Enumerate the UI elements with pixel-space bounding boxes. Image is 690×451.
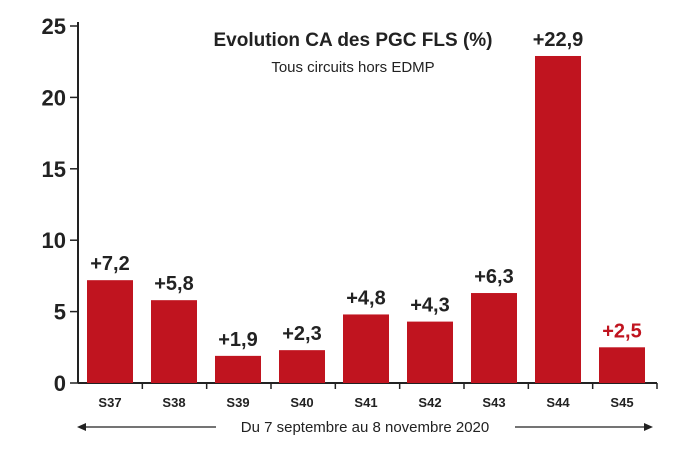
x-tick-label: S37 (98, 395, 121, 410)
bar-s39 (215, 355, 261, 383)
data-label-s38: +5,8 (154, 273, 193, 295)
chart-title: Evolution CA des PGC FLS (%) (213, 30, 492, 51)
bar-s42 (407, 321, 453, 383)
period-label: Du 7 septembre au 8 novembre 2020 (241, 419, 490, 436)
bar-s45 (599, 347, 645, 383)
y-tick-label: 0 (54, 371, 66, 396)
data-label-s45: +2,5 (602, 320, 641, 342)
bar-s41 (343, 314, 389, 383)
x-ticks: S37 S38 S39 S40 S41 S42 S43 S44 S45 (98, 383, 658, 410)
arrow-left-icon (77, 423, 86, 431)
y-tick-label: 20 (42, 85, 66, 110)
arrow-right-icon (644, 423, 653, 431)
bar-s44 (535, 55, 581, 383)
y-tick-label: 10 (42, 228, 66, 253)
data-label-s41: +4,8 (346, 287, 385, 309)
data-label-s39: +1,9 (218, 329, 257, 351)
x-tick-label: S44 (546, 395, 570, 410)
x-tick-label: S42 (418, 395, 441, 410)
x-tick-label: S39 (226, 395, 249, 410)
x-tick-label: S38 (162, 395, 185, 410)
x-tick-label: S45 (610, 395, 633, 410)
chart-subtitle: Tous circuits hors EDMP (271, 59, 434, 76)
data-label-s44: +22,9 (533, 29, 584, 51)
x-tick-label: S43 (482, 395, 505, 410)
bar-s40 (279, 350, 325, 383)
bar-s43 (471, 293, 517, 383)
y-tick-label: 25 (42, 14, 66, 39)
data-label-s37: +7,2 (90, 253, 129, 275)
data-label-s42: +4,3 (410, 295, 449, 317)
bar-s38 (151, 300, 197, 383)
x-tick-label: S40 (290, 395, 313, 410)
y-tick-label: 5 (54, 300, 66, 325)
x-tick-label: S41 (354, 395, 377, 410)
y-tick-label: 15 (42, 157, 66, 182)
y-ticks: 0 5 10 15 20 25 (42, 14, 78, 396)
bars: +7,2 +5,8 +1,9 +2,3 +4,8 +4,3 +6,3 +22,9 +2,5 (87, 29, 645, 383)
period-arrow: Du 7 septembre au 8 novembre 2020 (77, 419, 653, 436)
data-label-s40: +2,3 (282, 323, 321, 345)
bar-s37 (87, 280, 133, 383)
data-label-s43: +6,3 (474, 266, 513, 288)
